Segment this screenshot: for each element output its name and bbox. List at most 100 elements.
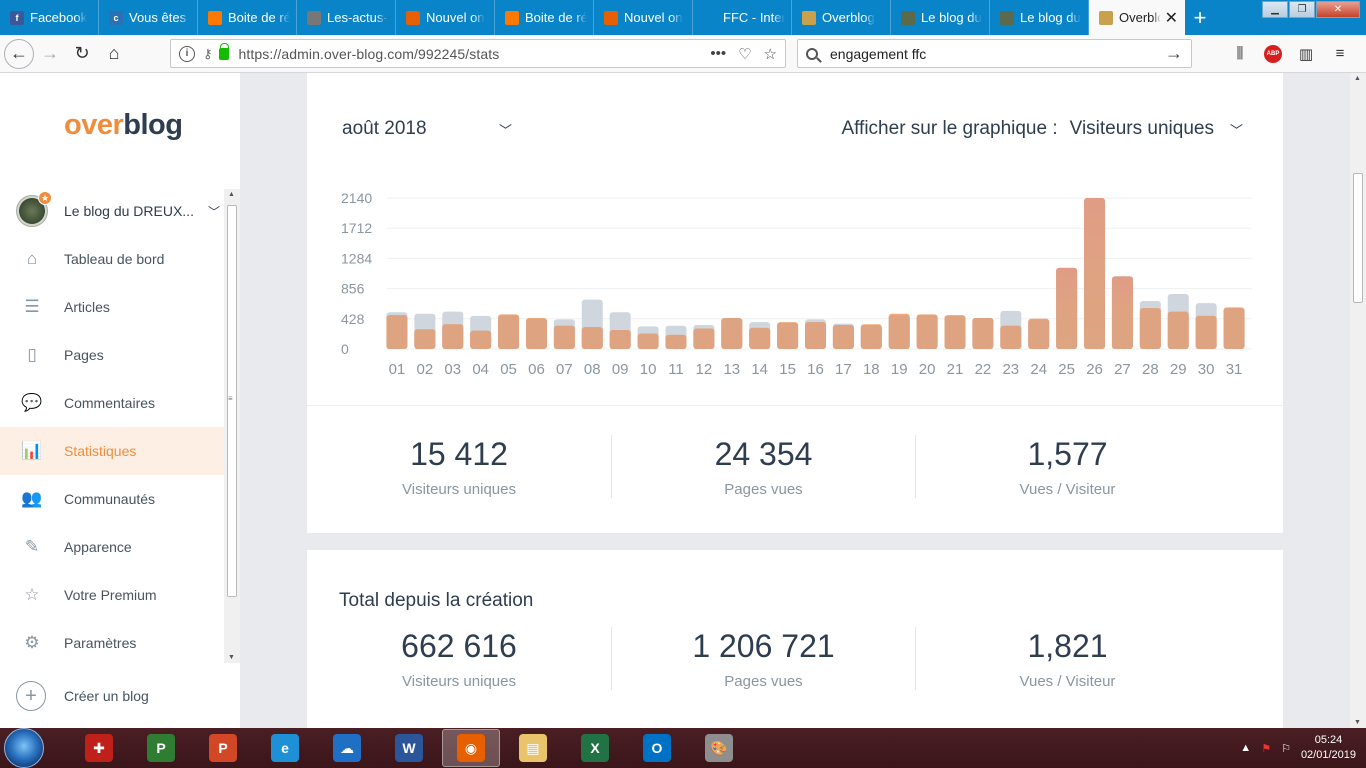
sidebar-item-articles[interactable]: ☰ Articles: [0, 283, 224, 331]
sidebar-item-statistiques[interactable]: 📊 Statistiques: [0, 427, 224, 475]
bar-overlap: [1056, 267, 1078, 349]
browser-tab[interactable]: Overblo ✕: [1089, 0, 1185, 35]
taskbar-app[interactable]: ▤: [504, 729, 562, 767]
sidebar-item-tableau-de-bord[interactable]: ⌂ Tableau de bord: [0, 235, 224, 283]
search-input[interactable]: engagement ffc: [830, 45, 927, 62]
create-blog-button[interactable]: + Créer un blog: [16, 681, 149, 711]
tray-expand-icon[interactable]: ▲: [1240, 742, 1252, 754]
bar-overlap: [693, 328, 715, 349]
adblock-icon[interactable]: ABP: [1264, 44, 1282, 63]
taskbar-app[interactable]: ◉: [442, 729, 500, 767]
browser-tab[interactable]: Overblog: [792, 0, 891, 35]
page-scrollbar[interactable]: ▲ ▼: [1350, 73, 1366, 728]
taskbar-app[interactable]: ☁: [318, 729, 376, 767]
search-bar[interactable]: engagement ffc →: [797, 39, 1192, 68]
sidebar-item-communaut-s[interactable]: 👥 Communautés: [0, 475, 224, 523]
sidebar-item-apparence[interactable]: ✎ Apparence: [0, 523, 224, 571]
taskbar-app[interactable]: ✚: [70, 729, 128, 767]
metric-selector[interactable]: Afficher sur le graphique : Visiteurs un…: [841, 118, 1243, 140]
pocket-icon[interactable]: ♡: [738, 45, 752, 63]
divider: [307, 405, 1283, 406]
browser-tab[interactable]: Boite de ré: [198, 0, 297, 35]
url-text[interactable]: https://admin.over-blog.com/992245/stats: [238, 45, 500, 62]
url-bar[interactable]: i ⚷ https://admin.over-blog.com/992245/s…: [170, 39, 786, 68]
tab-label: Overblog: [822, 10, 875, 25]
x-tick-label: 18: [863, 361, 880, 378]
overblog-icon: [802, 10, 816, 25]
close-window-button[interactable]: ✕: [1316, 1, 1360, 18]
scroll-up-icon[interactable]: ▲: [228, 191, 235, 198]
scroll-up-icon[interactable]: ▲: [1354, 75, 1361, 82]
maximize-button[interactable]: ❐: [1289, 1, 1315, 18]
stat-value: 15 412: [410, 436, 508, 472]
clock[interactable]: 05:24 02/01/2019: [1301, 733, 1356, 763]
y-tick-label: 0: [341, 341, 349, 357]
search-go-icon[interactable]: →: [1165, 43, 1183, 63]
metric-prefix: Afficher sur le graphique :: [841, 118, 1058, 139]
bar-overlap: [609, 329, 631, 349]
x-tick-label: 26: [1086, 361, 1103, 378]
sidebar-item-pages[interactable]: ▯ Pages: [0, 331, 224, 379]
bar-overlap: [832, 325, 854, 349]
browser-tab[interactable]: Nouvel on: [396, 0, 495, 35]
home-button[interactable]: ⌂: [108, 43, 120, 63]
sidebar-scroll-thumb[interactable]: [227, 205, 237, 597]
browser-tab[interactable]: f Facebook: [0, 0, 99, 35]
tab-label: Nouvel on: [624, 10, 683, 25]
sidebar-item-param-tres[interactable]: ⚙ Paramètres: [0, 619, 224, 667]
browser-tab[interactable]: c Vous êtes r: [99, 0, 198, 35]
flag-icon[interactable]: ⚐: [1281, 742, 1291, 755]
x-tick-label: 23: [1002, 361, 1019, 378]
antivirus-icon[interactable]: ⚑: [1261, 742, 1272, 755]
info-icon[interactable]: i: [179, 45, 195, 62]
new-tab-button[interactable]: +: [1193, 4, 1207, 30]
close-tab-icon[interactable]: ✕: [1164, 9, 1178, 27]
sidebar-item-commentaires[interactable]: 💬 Commentaires: [0, 379, 224, 427]
y-tick-label: 1712: [341, 220, 372, 236]
bar-overlap: [1028, 319, 1050, 349]
x-tick-label: 30: [1198, 361, 1215, 378]
start-button[interactable]: [4, 728, 44, 768]
sidebar-item-votre-premium[interactable]: ☆ Votre Premium: [0, 571, 224, 619]
page-scroll-thumb[interactable]: [1353, 173, 1363, 303]
forward-button[interactable]: →: [41, 43, 59, 63]
browser-tab[interactable]: Boite de ré: [495, 0, 594, 35]
x-tick-label: 13: [723, 361, 740, 378]
back-button[interactable]: ←: [4, 38, 34, 69]
chevron-down-icon: ﹀: [207, 204, 220, 219]
hamburger-menu-icon[interactable]: ≡: [1335, 45, 1345, 62]
bar-overlap: [860, 325, 882, 349]
taskbar-app[interactable]: e: [256, 729, 314, 767]
scroll-down-icon[interactable]: ▼: [1354, 719, 1361, 726]
browser-tab[interactable]: FFC - Interface: [693, 0, 792, 35]
browser-tab[interactable]: Le blog du: [990, 0, 1089, 35]
facebook-icon: f: [10, 10, 24, 25]
taskbar-app[interactable]: W: [380, 729, 438, 767]
taskbar-app[interactable]: P: [194, 729, 252, 767]
browser-tab[interactable]: Le blog du: [891, 0, 990, 35]
minimize-button[interactable]: ▁: [1262, 1, 1288, 18]
taskbar-app[interactable]: O: [628, 729, 686, 767]
bar-overlap: [1111, 276, 1133, 349]
brush-icon: ✎: [24, 537, 40, 556]
scroll-down-icon[interactable]: ▼: [228, 654, 235, 661]
browser-tab[interactable]: Nouvel on: [594, 0, 693, 35]
browser-tab[interactable]: Les-actus-: [297, 0, 396, 35]
sidebar-toggle-icon[interactable]: ▥: [1298, 45, 1314, 63]
lock-icon: [218, 42, 230, 60]
taskbar-app[interactable]: X: [566, 729, 624, 767]
x-tick-label: 29: [1170, 361, 1187, 378]
sidebar-scrollbar[interactable]: ▲ ≡ ▼: [224, 189, 240, 663]
bar-overlap: [805, 322, 826, 349]
blog-selector[interactable]: ★ Le blog du DREUX... ﹀: [16, 191, 226, 229]
month-selector[interactable]: août 2018 ﹀: [342, 118, 512, 140]
taskbar-app[interactable]: 🎨: [690, 729, 748, 767]
overblog-logo[interactable]: overblog: [64, 109, 183, 142]
page-actions-icon[interactable]: •••: [710, 45, 727, 62]
taskbar-app[interactable]: P: [132, 729, 190, 767]
reload-button[interactable]: ↻: [74, 43, 90, 63]
bookmark-star-icon[interactable]: ☆: [763, 45, 777, 63]
bar-overlap: [1195, 315, 1217, 349]
library-icon[interactable]: ⫼: [1236, 45, 1244, 62]
